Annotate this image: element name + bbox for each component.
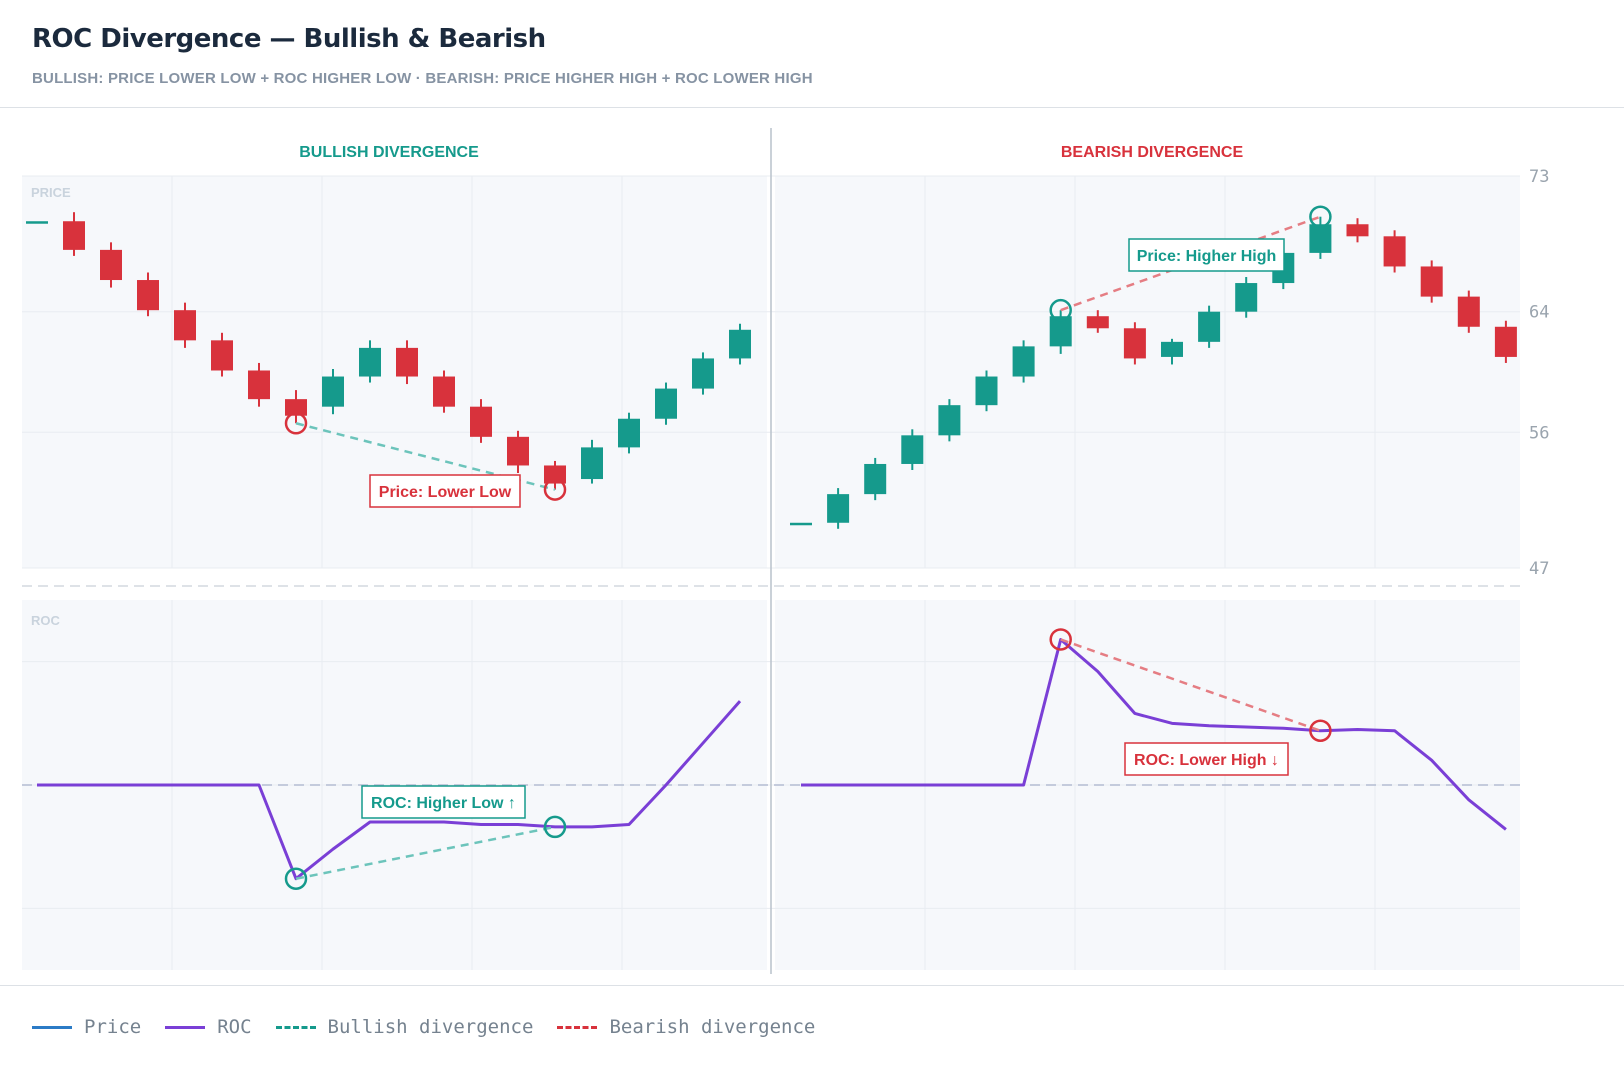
legend-swatch-bullish <box>275 1025 316 1029</box>
roc-panel-label: ROC <box>31 613 61 628</box>
roc-line <box>37 700 742 881</box>
chart-title: ROC Divergence — Bullish & Bearish <box>32 24 546 54</box>
candle-body <box>137 280 159 311</box>
candle-body <box>322 376 344 407</box>
chart-subtitle: BULLISH: PRICE LOWER LOW + ROC HIGHER LO… <box>32 70 813 87</box>
candle-body <box>100 249 122 281</box>
legend-item-bullish: Bullish divergence <box>275 1016 534 1038</box>
candle-body <box>1383 236 1406 267</box>
candle-body <box>63 221 85 250</box>
legend-item-roc: ROC <box>165 1016 252 1038</box>
panel-title-0: BULLISH DIVERGENCE <box>299 144 479 161</box>
chart-header: ROC Divergence — Bullish & Bearish BULLI… <box>0 0 1624 108</box>
candle-body <box>938 405 961 436</box>
candle-body <box>729 329 751 359</box>
candle-body <box>285 399 307 416</box>
candle-body <box>1049 316 1072 347</box>
y-tick-label: 64 <box>1529 303 1549 323</box>
candle-body <box>1086 316 1109 329</box>
candle-body <box>692 358 714 389</box>
candle-body <box>1235 283 1258 312</box>
price-annotation-1: Price: Higher High <box>1137 248 1277 265</box>
roc-annotation-1: ROC: Lower High ↓ <box>1134 752 1279 769</box>
candle-body <box>1161 341 1183 357</box>
y-tick-label: 47 <box>1529 559 1549 579</box>
candle-body <box>1123 328 1146 359</box>
price-panel-bg-1 <box>775 176 1520 568</box>
candle-body <box>790 522 812 526</box>
candle-body <box>248 370 270 400</box>
candle-body <box>26 221 48 224</box>
roc-pivot-marker <box>1049 628 1072 651</box>
legend-item-price: Price <box>32 1016 141 1038</box>
legend-label-price: Price <box>84 1016 142 1038</box>
candle-body <box>1198 311 1221 342</box>
candle-body <box>655 388 677 419</box>
price-divergence-line <box>295 422 556 491</box>
legend-label-bearish: Bearish divergence <box>609 1016 816 1038</box>
price-annotation-0-box <box>369 474 521 508</box>
candle-body <box>396 347 418 377</box>
roc-annotation-0-box <box>361 785 526 819</box>
roc-pivot-marker <box>1309 719 1332 742</box>
candle-body <box>864 463 887 495</box>
candle-body <box>1494 326 1517 357</box>
roc-line <box>801 637 1507 831</box>
roc-annotation-0: ROC: Higher Low ↑ <box>371 795 516 812</box>
roc-divergence-line <box>1060 638 1321 732</box>
price-panel-label: PRICE <box>31 185 71 200</box>
roc-annotation-1-box <box>1124 742 1289 776</box>
candle-body <box>827 494 850 523</box>
legend: Price ROC Bullish divergence Bearish div… <box>32 1016 839 1038</box>
price-panel-bg-0 <box>22 176 767 568</box>
candle-body <box>1346 224 1369 237</box>
candle-body <box>901 435 924 464</box>
candle-body <box>211 340 233 371</box>
legend-swatch-roc <box>165 1025 206 1029</box>
price-annotation-1-box <box>1128 238 1285 272</box>
y-tick-label: 56 <box>1529 423 1549 443</box>
candle-body <box>1457 296 1480 327</box>
price-pivot-marker <box>1309 205 1332 228</box>
candle-body <box>1420 266 1443 297</box>
price-pivot-marker <box>1049 298 1072 322</box>
candle-body <box>544 465 566 484</box>
legend-item-bearish: Bearish divergence <box>557 1016 815 1038</box>
chart-footer: Price ROC Bullish divergence Bearish div… <box>0 985 1624 1072</box>
roc-pivot-marker <box>543 815 567 839</box>
panel-title-1: BEARISH DIVERGENCE <box>1061 144 1244 161</box>
chart-area: 73 64 56 47 BULLISH DIVERGENCE PRICE ROC Price:… <box>22 128 1549 974</box>
legend-label-bullish: Bullish divergence <box>327 1016 534 1038</box>
legend-swatch-bearish <box>557 1025 598 1029</box>
candle-body <box>581 447 603 480</box>
roc-pivot-marker <box>284 867 308 890</box>
roc-divergence-line <box>295 825 556 880</box>
legend-label-roc: ROC <box>217 1016 252 1038</box>
candle-body <box>618 418 640 448</box>
candle-body <box>975 376 998 406</box>
candle-body <box>359 347 381 377</box>
price-annotation-0: Price: Lower Low <box>379 484 512 501</box>
price-pivot-marker <box>543 478 567 501</box>
candle-body <box>1309 224 1332 253</box>
candle-body <box>470 406 492 437</box>
candle-body <box>174 310 196 341</box>
y-tick-label: 73 <box>1529 167 1549 187</box>
price-divergence-line <box>1060 215 1321 312</box>
price-pivot-marker <box>284 412 308 435</box>
candle-body <box>1012 346 1035 377</box>
legend-swatch-price <box>32 1025 72 1029</box>
candle-body <box>507 436 529 466</box>
candle-body <box>433 376 455 407</box>
